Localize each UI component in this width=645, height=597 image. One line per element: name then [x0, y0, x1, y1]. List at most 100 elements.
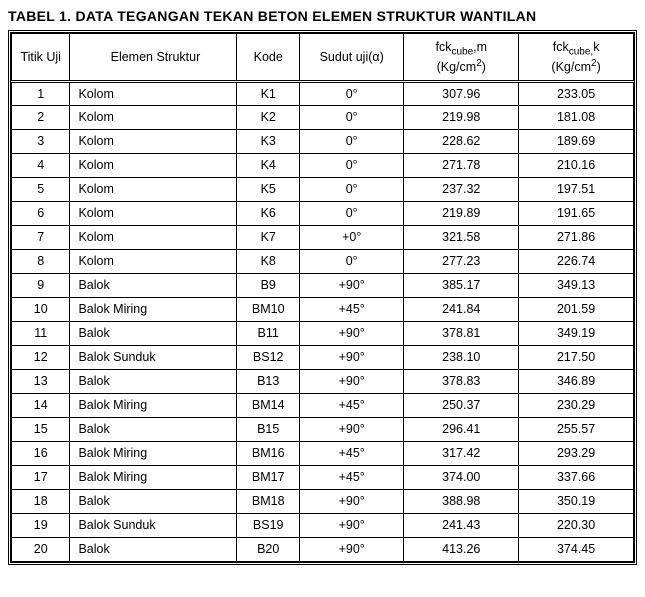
cell-kode: K2 [237, 105, 300, 129]
cell-sudut: 0° [300, 201, 404, 225]
cell-kode: K3 [237, 129, 300, 153]
cell-kode: B20 [237, 537, 300, 561]
fckk-sub: cube, [569, 47, 593, 58]
cell-titik: 10 [12, 297, 70, 321]
cell-elemen: Balok [70, 537, 237, 561]
cell-fckk: 346.89 [519, 369, 634, 393]
cell-fckk: 293.29 [519, 441, 634, 465]
cell-fckk: 337.66 [519, 465, 634, 489]
cell-sudut: 0° [300, 153, 404, 177]
cell-elemen: Kolom [70, 225, 237, 249]
cell-kode: B15 [237, 417, 300, 441]
cell-titik: 14 [12, 393, 70, 417]
cell-sudut: +0° [300, 225, 404, 249]
cell-fckm: 385.17 [404, 273, 519, 297]
cell-sudut: +90° [300, 345, 404, 369]
cell-fckm: 277.23 [404, 249, 519, 273]
fckm-label: fck [435, 40, 451, 54]
cell-titik: 16 [12, 441, 70, 465]
cell-titik: 3 [12, 129, 70, 153]
cell-fckk: 201.59 [519, 297, 634, 321]
cell-fckm: 238.10 [404, 345, 519, 369]
table-row: 20BalokB20+90°413.26374.45 [12, 537, 634, 561]
cell-fckm: 317.42 [404, 441, 519, 465]
cell-elemen: Kolom [70, 129, 237, 153]
table-row: 6KolomK60°219.89191.65 [12, 201, 634, 225]
table-row: 14Balok MiringBM14+45°250.37230.29 [12, 393, 634, 417]
fckm-unit2: ) [482, 60, 486, 74]
header-row: Titik Uji Elemen Struktur Kode Sudut uji… [12, 34, 634, 82]
table-row: 12Balok SundukBS12+90°238.10217.50 [12, 345, 634, 369]
cell-kode: B11 [237, 321, 300, 345]
cell-fckm: 296.41 [404, 417, 519, 441]
cell-elemen: Balok Miring [70, 393, 237, 417]
cell-kode: BS12 [237, 345, 300, 369]
cell-fckk: 191.65 [519, 201, 634, 225]
cell-fckk: 197.51 [519, 177, 634, 201]
table-row: 17Balok MiringBM17+45°374.00337.66 [12, 465, 634, 489]
cell-fckm: 388.98 [404, 489, 519, 513]
cell-fckm: 219.89 [404, 201, 519, 225]
cell-titik: 9 [12, 273, 70, 297]
fckm-unit1: (Kg/cm [437, 60, 477, 74]
cell-elemen: Kolom [70, 249, 237, 273]
cell-sudut: 0° [300, 105, 404, 129]
cell-kode: B9 [237, 273, 300, 297]
cell-fckm: 271.78 [404, 153, 519, 177]
cell-kode: BM18 [237, 489, 300, 513]
cell-titik: 13 [12, 369, 70, 393]
cell-fckm: 321.58 [404, 225, 519, 249]
cell-elemen: Balok [70, 417, 237, 441]
cell-titik: 7 [12, 225, 70, 249]
col-header-elemen: Elemen Struktur [70, 34, 237, 82]
cell-fckm: 250.37 [404, 393, 519, 417]
fckk-label: fck [553, 40, 569, 54]
cell-kode: BM17 [237, 465, 300, 489]
cell-elemen: Kolom [70, 81, 237, 105]
cell-elemen: Balok [70, 369, 237, 393]
cell-titik: 1 [12, 81, 70, 105]
cell-fckk: 210.16 [519, 153, 634, 177]
fckm-sub: cube [451, 47, 473, 58]
cell-fckk: 226.74 [519, 249, 634, 273]
cell-fckk: 189.69 [519, 129, 634, 153]
cell-kode: BM16 [237, 441, 300, 465]
cell-fckm: 237.32 [404, 177, 519, 201]
col-header-fckm: fckcube,m (Kg/cm2) [404, 34, 519, 82]
cell-fckk: 271.86 [519, 225, 634, 249]
cell-fckk: 233.05 [519, 81, 634, 105]
col-header-sudut: Sudut uji(α) [300, 34, 404, 82]
cell-titik: 11 [12, 321, 70, 345]
cell-fckm: 413.26 [404, 537, 519, 561]
cell-elemen: Kolom [70, 201, 237, 225]
cell-fckk: 255.57 [519, 417, 634, 441]
table-body: 1KolomK10°307.96233.052KolomK20°219.9818… [12, 81, 634, 561]
table-row: 11BalokB11+90°378.81349.19 [12, 321, 634, 345]
cell-elemen: Kolom [70, 177, 237, 201]
table-row: 19Balok SundukBS19+90°241.43220.30 [12, 513, 634, 537]
cell-titik: 2 [12, 105, 70, 129]
cell-kode: BM14 [237, 393, 300, 417]
cell-kode: B13 [237, 369, 300, 393]
cell-fckk: 181.08 [519, 105, 634, 129]
cell-fckk: 217.50 [519, 345, 634, 369]
col-header-fckk: fckcube,k (Kg/cm2) [519, 34, 634, 82]
cell-fckk: 349.13 [519, 273, 634, 297]
cell-fckm: 219.98 [404, 105, 519, 129]
cell-fckk: 230.29 [519, 393, 634, 417]
cell-kode: K7 [237, 225, 300, 249]
cell-fckm: 378.81 [404, 321, 519, 345]
col-header-titik: Titik Uji [12, 34, 70, 82]
table-row: 15BalokB15+90°296.41255.57 [12, 417, 634, 441]
cell-sudut: +90° [300, 369, 404, 393]
cell-elemen: Balok Sunduk [70, 513, 237, 537]
cell-fckm: 378.83 [404, 369, 519, 393]
table-container: Titik Uji Elemen Struktur Kode Sudut uji… [8, 30, 637, 565]
table-row: 13BalokB13+90°378.83346.89 [12, 369, 634, 393]
cell-sudut: 0° [300, 177, 404, 201]
fckm-after: ,m [473, 40, 487, 54]
cell-kode: K5 [237, 177, 300, 201]
cell-sudut: +90° [300, 537, 404, 561]
fckk-after: k [593, 40, 599, 54]
cell-titik: 8 [12, 249, 70, 273]
